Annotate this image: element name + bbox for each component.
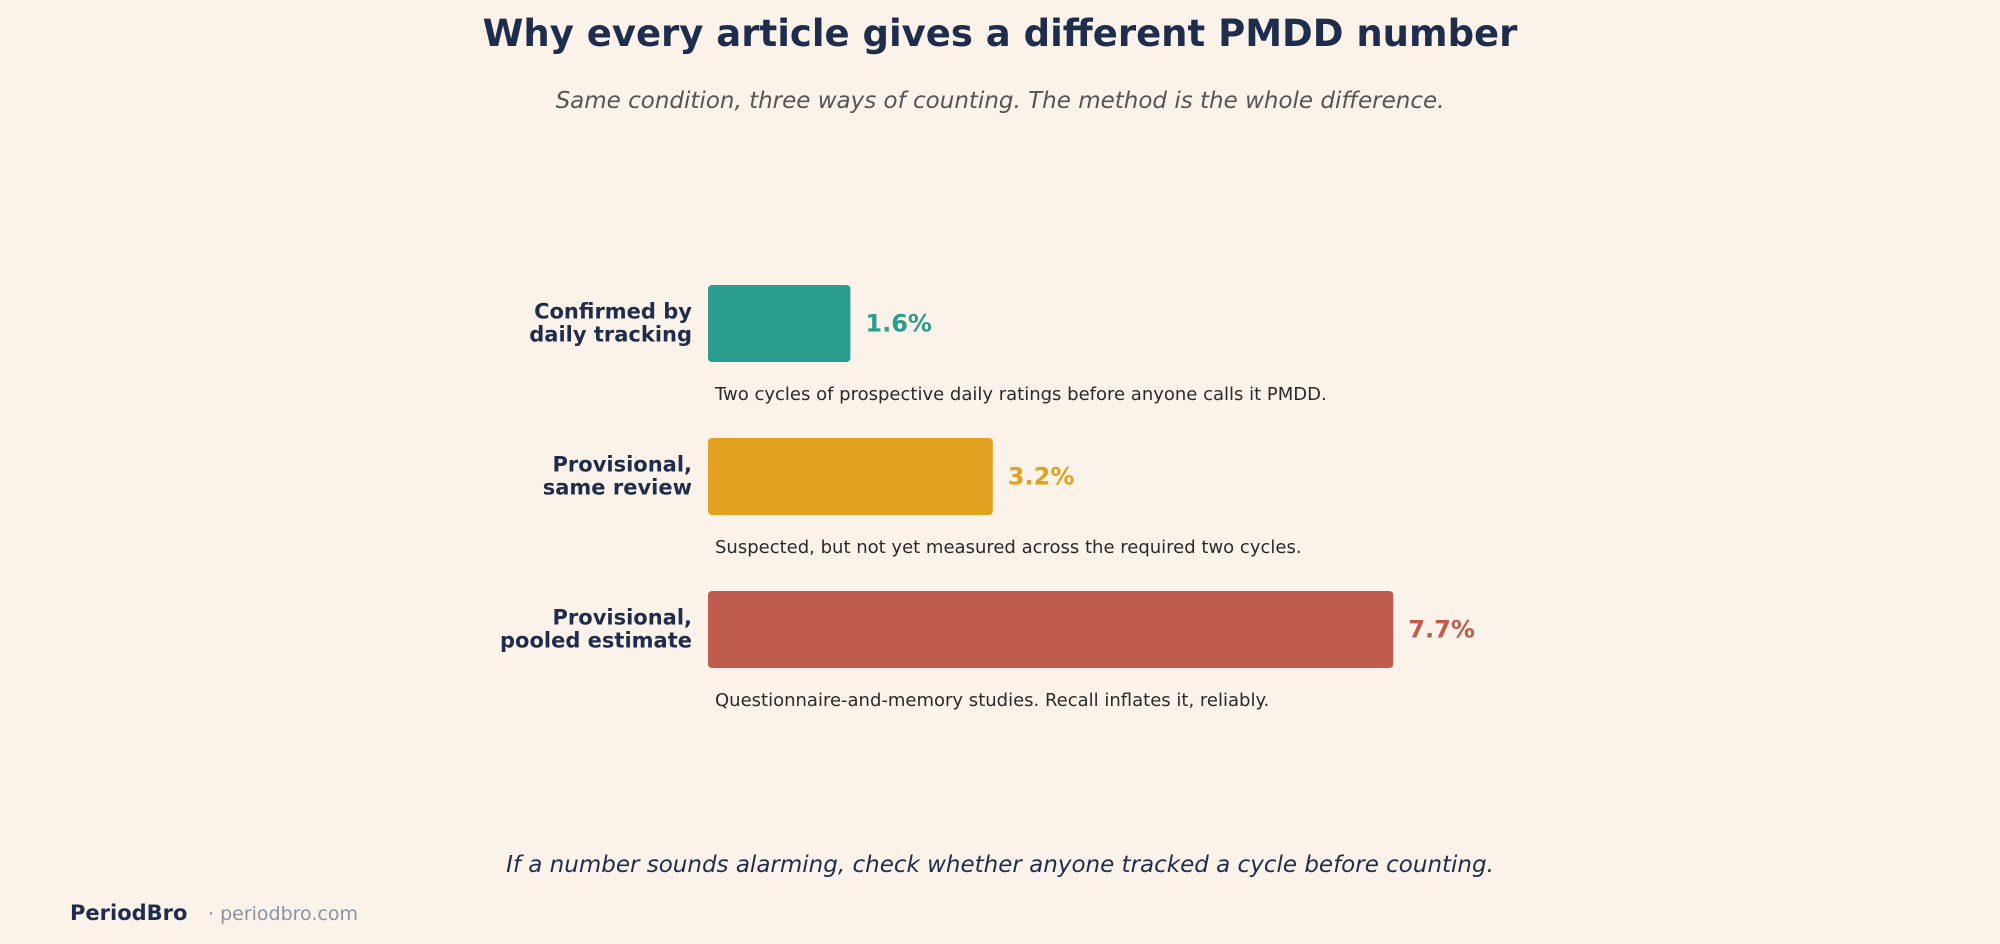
category-label: Provisional, <box>553 606 692 630</box>
bar <box>708 285 851 362</box>
category-label: same review <box>543 476 692 500</box>
bar-annotation: Suspected, but not yet measured across t… <box>715 537 1302 558</box>
footnote: If a number sounds alarming, check wheth… <box>506 852 1494 878</box>
category-label: Provisional, <box>553 453 692 477</box>
bar-annotation: Questionnaire-and-memory studies. Recall… <box>715 690 1269 711</box>
category-label: pooled estimate <box>500 629 692 653</box>
bar-annotation: Two cycles of prospective daily ratings … <box>714 384 1327 405</box>
value-label: 3.2% <box>1008 463 1075 491</box>
site-url: · periodbro.com <box>208 903 358 925</box>
chart-title: Why every article gives a different PMDD… <box>482 12 1518 55</box>
chart-subtitle: Same condition, three ways of counting. … <box>555 88 1445 114</box>
category-label: daily tracking <box>529 323 692 347</box>
category-label: Confirmed by <box>534 300 692 324</box>
bar <box>708 438 993 515</box>
bar <box>708 591 1394 668</box>
value-label: 7.7% <box>1408 616 1475 644</box>
value-label: 1.6% <box>865 310 932 338</box>
brand-name: PeriodBro <box>70 901 188 925</box>
